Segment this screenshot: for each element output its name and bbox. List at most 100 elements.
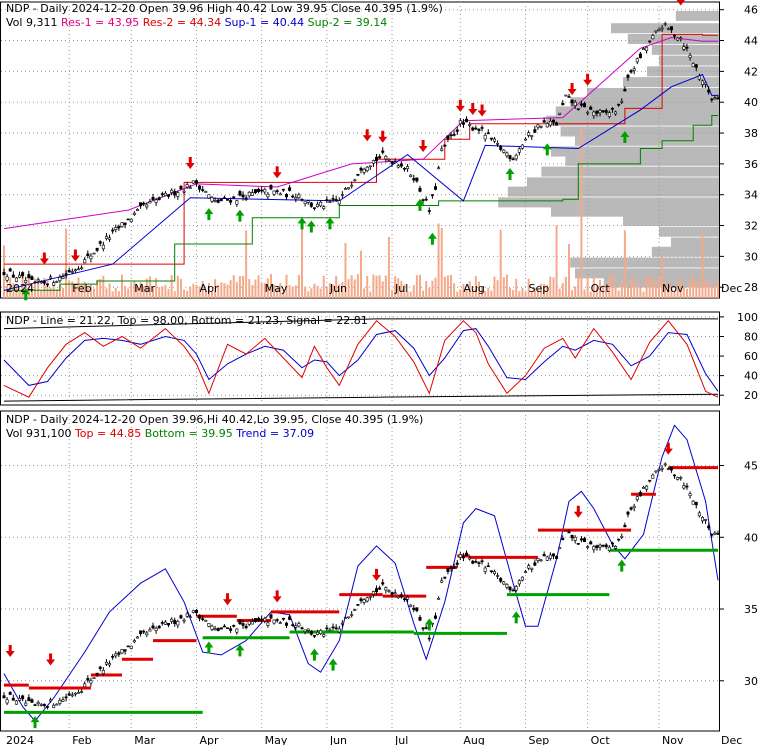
volume-profile-bar [611,23,719,34]
volume-bar [269,274,272,298]
candle-body [117,652,121,655]
candle-body [589,106,593,110]
candle-body [49,276,53,279]
candle-body [250,621,254,625]
candle-body [461,122,465,125]
candle-body [673,474,677,477]
candle-body [409,604,413,607]
candle-body [266,622,270,626]
x-tick-label: Mar [134,282,155,295]
candle-body [663,23,667,25]
volume-profile-bar [627,34,719,44]
candle-body [542,120,546,123]
candle-body [455,562,459,565]
volume-bar [15,284,18,298]
y-tick-label: 44 [744,35,758,48]
candle-body [185,613,189,617]
volume-bar [552,277,555,298]
candle-body [638,492,642,497]
candle-body [36,279,40,282]
candle-body [198,614,202,619]
candle-body [173,191,177,196]
candle-body [626,511,630,515]
volume-bar [68,280,71,298]
y-tick-label: 40 [744,96,758,109]
candle-body [617,538,621,541]
volume-bar [353,279,356,298]
y-tick-label: 32 [744,220,758,233]
volume-bar [415,275,418,298]
candle-body [216,199,220,203]
header-line: NDP - Line = 21.22, Top = 98.00, Bottom … [6,314,368,327]
candle-body [163,192,167,196]
candle-body [682,46,686,50]
candle-body [145,204,149,208]
candle-body [101,244,105,250]
candle-body [303,629,307,632]
volume-bar [406,291,409,298]
volume-bar [328,283,331,298]
volume-bar [251,285,254,298]
candle-body [350,614,354,616]
volume-bar [533,287,536,298]
volume-bar [204,291,207,298]
candle-body [465,118,469,123]
candle-body [142,202,146,205]
candle-body [179,185,183,190]
volume-bar [360,250,362,298]
volume-bar [83,281,86,298]
candle-body [151,625,155,629]
x-tick-label: Mar [134,734,155,745]
volume-bar [412,285,415,298]
volume-bar [620,280,623,298]
y-tick-label: 60 [744,350,758,363]
volume-bar [403,284,406,298]
candle-body [561,102,565,106]
volume-bar [310,288,313,298]
candle-body [632,68,636,71]
volume-bar [540,283,543,298]
x-tick-label: Apr [199,282,219,295]
volume-bar [319,288,322,298]
candle-body [697,512,701,517]
candle-body [502,149,506,153]
candle-body [716,533,720,535]
volume-bar [536,288,539,298]
candle-body [297,623,301,627]
candle-body [707,525,711,529]
candle-body [55,703,59,706]
header-line: NDP - Daily 2024-12-20 Open 39.96 High 4… [6,2,443,15]
volume-bar [183,289,186,298]
candle-body [511,589,515,592]
candle-body [387,590,391,592]
volume-bar [142,286,145,298]
price-y-axis: 46 44 42 40 38 36 34 32 30 28 [719,4,758,294]
volume-bar [561,283,564,298]
volume-bar [363,288,366,298]
volume-bar [580,128,583,298]
top-line [3,318,718,330]
volume-bar [105,288,108,298]
candle-body [18,697,22,701]
volume-bar [387,237,390,298]
candle-body [104,661,108,665]
volume-bar [369,291,372,298]
candle-body [545,556,549,561]
candle-body [508,155,512,160]
candle-body [21,272,25,277]
candle-body [356,604,360,606]
trend-arrows [5,442,673,729]
candle-body [396,165,400,168]
volume-bar [375,275,378,298]
volume-profile-bar [551,206,719,217]
volume-bar [133,281,136,298]
candle-body [700,80,704,85]
candle-body [688,493,692,496]
candle-body [303,201,307,204]
candle-body [396,596,400,599]
candle-body [530,567,534,570]
candle-body [617,103,621,106]
candle-body [449,134,453,137]
sell-arrow [5,644,15,657]
candle-body [229,200,233,203]
